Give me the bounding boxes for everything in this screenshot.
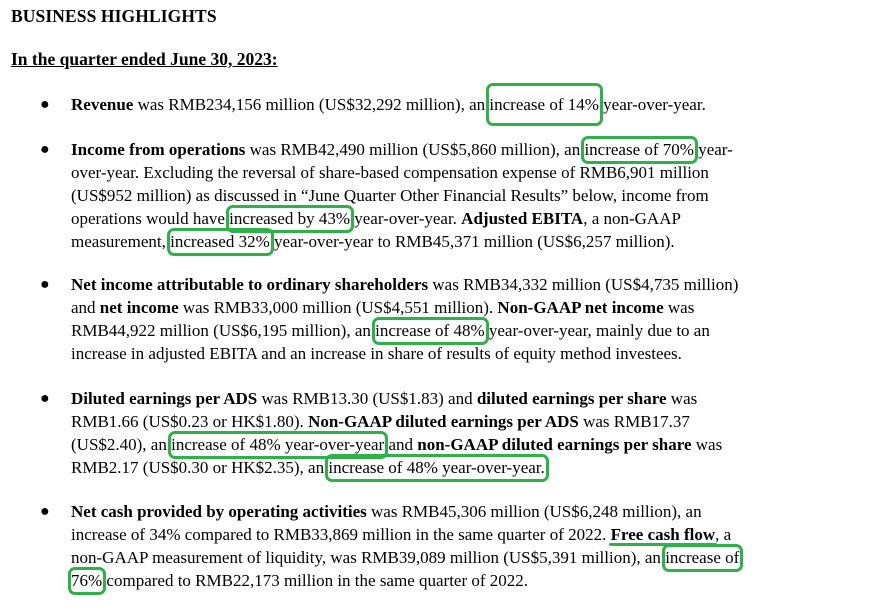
text-run: year-over-year.	[598, 95, 706, 114]
bold-term: Adjusted EBITA	[461, 209, 584, 228]
text-run: was RMB34,332 million (US$4,735 million)	[428, 275, 739, 294]
text-line: over-year. Excluding the reversal of sha…	[71, 161, 709, 184]
text-run: measurement,	[71, 232, 171, 251]
bold-term: Net cash provided by operating activitie…	[71, 502, 367, 521]
text-run: and	[71, 298, 100, 317]
text-run: was	[666, 389, 698, 408]
bullet-icon: ●	[40, 141, 50, 158]
text-line: (US$2.40), an increase of 48% year-over-…	[71, 431, 723, 459]
bullet-icon: ●	[40, 390, 50, 407]
text-run: , a	[715, 525, 732, 544]
text-run: increase in adjusted EBITA and an increa…	[71, 344, 682, 363]
text-run: year-over-year, mainly due to an	[484, 321, 710, 340]
text-line: Net income attributable to ordinary shar…	[71, 273, 738, 296]
highlighted-figure: increase of 48% year-over-year.	[325, 454, 550, 482]
text-run: non-GAAP measurement of liquidity, was R…	[71, 548, 666, 567]
text-run: was RMB13.30 (US$1.83) and	[257, 389, 477, 408]
text-run: year-	[693, 140, 733, 159]
highlighted-figure: increase of 48% year-over-year	[168, 431, 389, 459]
bold-term: Diluted earnings per ADS	[71, 389, 258, 408]
bold-term: net income	[99, 298, 179, 317]
text-line: Diluted earnings per ADS was RMB13.30 (U…	[71, 387, 697, 410]
bold-term: Net income attributable to ordinary shar…	[71, 275, 429, 294]
text-line: RMB2.17 (US$0.30 or HK$2.35), an increas…	[71, 454, 550, 482]
text-run: RMB2.17 (US$0.30 or HK$2.35), an	[71, 458, 329, 477]
bullet-icon: ●	[40, 276, 50, 293]
underlined-term: Free cash flow	[608, 525, 717, 546]
bold-term: Revenue	[71, 95, 134, 114]
highlighted-figure: increase of 14%	[486, 83, 603, 126]
text-run: was	[691, 435, 723, 454]
text-run: was	[663, 298, 695, 317]
highlighted-figure: increase of 70%	[581, 136, 698, 164]
period-subheading: In the quarter ended June 30, 2023:	[11, 49, 278, 69]
text-line: Income from operations was RMB42,490 mil…	[71, 136, 733, 164]
bullet-icon: ●	[40, 96, 50, 113]
section-heading: BUSINESS HIGHLIGHTS	[11, 6, 217, 26]
text-run: was RMB33,000 million (US$4,551 million)…	[178, 298, 498, 317]
highlighted-figure: 76%	[67, 567, 107, 595]
text-run: year-over-year to RMB45,371 million (US$…	[269, 232, 675, 251]
text-run: was RMB45,306 million (US$6,248 million)…	[366, 502, 702, 521]
text-line: Revenue was RMB234,156 million (US$32,29…	[71, 83, 706, 126]
text-line: and net income was RMB33,000 million (US…	[71, 296, 694, 319]
highlighted-figure: increased 32%	[167, 228, 274, 256]
text-line: Net cash provided by operating activitie…	[71, 500, 702, 523]
text-line: increase of 34% compared to RMB33,869 mi…	[71, 523, 731, 546]
text-run: operations would have	[71, 209, 230, 228]
bullet-icon: ●	[40, 503, 50, 520]
bold-term: Non-GAAP diluted earnings per ADS	[308, 412, 579, 431]
text-line: measurement, increased 32% year-over-yea…	[71, 228, 675, 256]
text-run: and	[384, 435, 418, 454]
highlighted-figure: increase of	[662, 544, 744, 572]
text-run: was RMB17.37	[578, 412, 690, 431]
bold-term: Non-GAAP net income	[497, 298, 664, 317]
text-run: (US$2.40), an	[71, 435, 172, 454]
text-run: (US$952 million) as discussed in “June Q…	[71, 186, 709, 205]
text-line: operations would have increased by 43% y…	[71, 205, 681, 233]
text-run: year-over-year.	[350, 209, 462, 228]
text-run: was RMB42,490 million (US$5,860 million)…	[245, 140, 585, 159]
bold-term: non-GAAP diluted earnings per share	[417, 435, 692, 454]
text-run: RMB1.66 (US$0.23 or HK$1.80).	[71, 412, 309, 431]
text-line: increase in adjusted EBITA and an increa…	[71, 342, 682, 365]
text-line: non-GAAP measurement of liquidity, was R…	[71, 544, 744, 572]
highlighted-figure: increased by 43%	[226, 205, 354, 233]
bold-term: diluted earnings per share	[476, 389, 667, 408]
text-run: was RMB234,156 million (US$32,292 millio…	[133, 95, 490, 114]
text-run: RMB44,922 million (US$6,195 million), an	[71, 321, 376, 340]
text-run: increase of 34% compared to RMB33,869 mi…	[71, 525, 611, 544]
text-line: RMB1.66 (US$0.23 or HK$1.80). Non-GAAP d…	[71, 410, 690, 433]
bold-term: Income from operations	[71, 140, 246, 159]
text-run: , a non-GAAP	[583, 209, 681, 228]
text-run: compared to RMB22,173 million in the sam…	[102, 571, 529, 590]
text-run: over-year. Excluding the reversal of sha…	[71, 163, 709, 182]
highlighted-figure: increase of 48%	[372, 317, 489, 345]
text-line: 76% compared to RMB22,173 million in the…	[67, 567, 529, 595]
text-line: RMB44,922 million (US$6,195 million), an…	[71, 317, 710, 345]
text-line: (US$952 million) as discussed in “June Q…	[71, 184, 709, 207]
